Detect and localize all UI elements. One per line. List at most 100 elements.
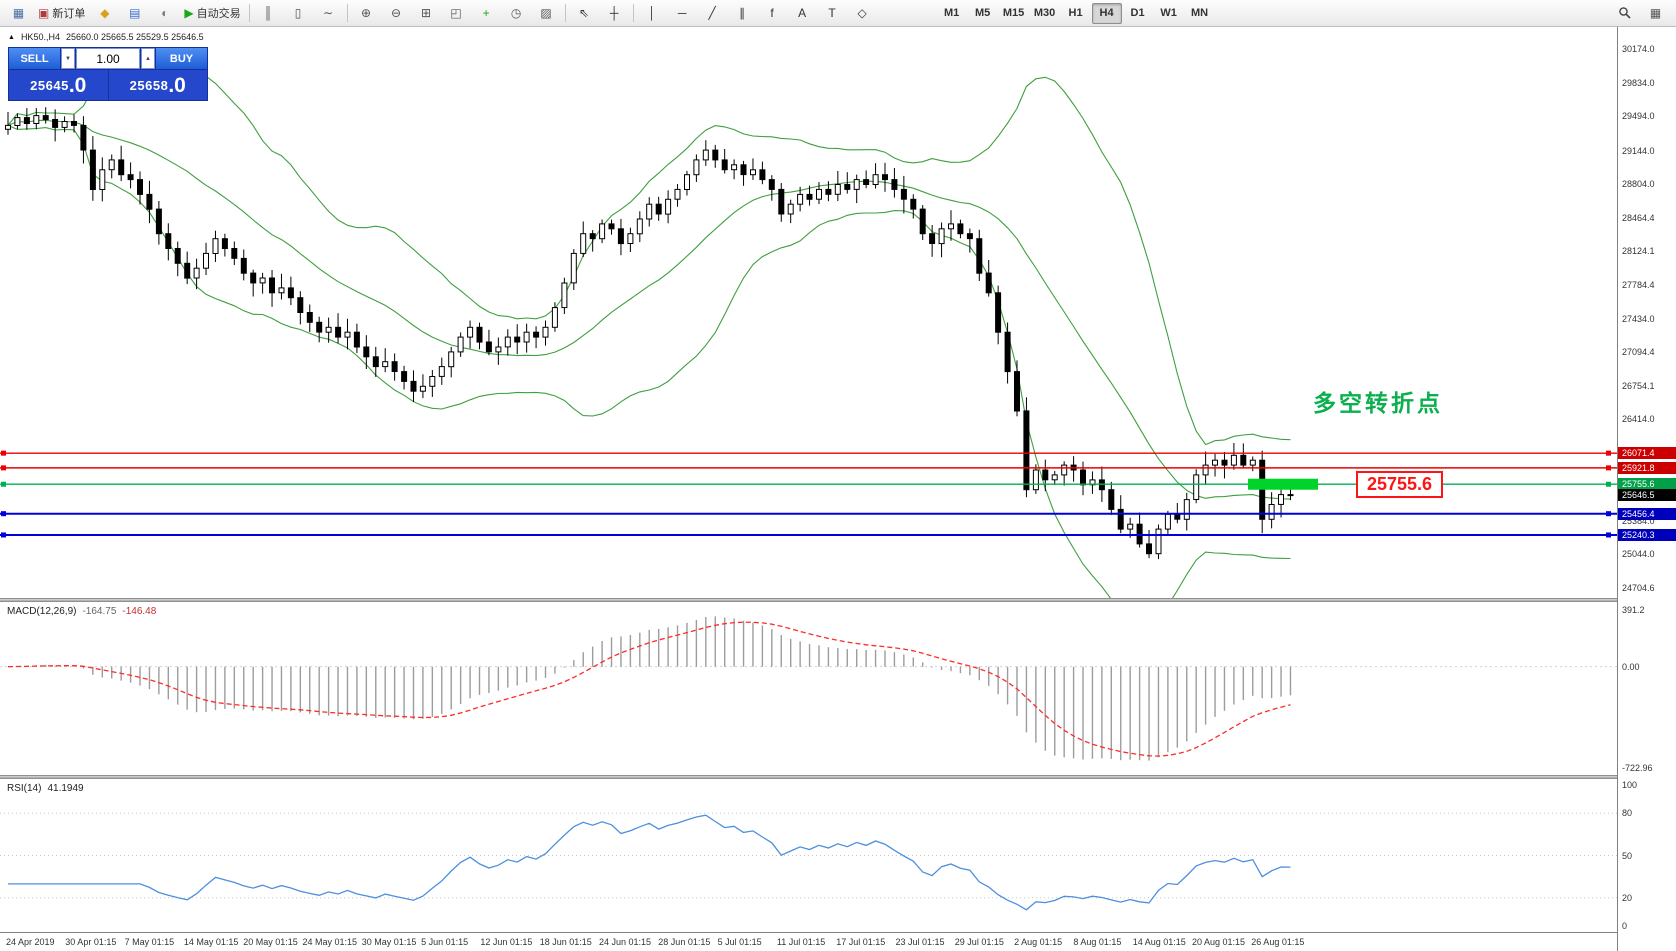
- time-axis-label: 12 Jun 01:15: [480, 937, 533, 947]
- axis-price-label: 27784.4: [1622, 279, 1655, 290]
- timeframe-h1[interactable]: H1: [1061, 3, 1091, 24]
- time-axis[interactable]: 24 Apr 2019 30 Apr 01:15 7 May 01:15 14 May…: [0, 932, 1617, 951]
- lot-size-input[interactable]: [76, 48, 140, 69]
- toolbar-separator: [346, 4, 348, 22]
- new-chart-icon: ▦: [12, 6, 25, 20]
- data-window-icon: ◐: [161, 6, 169, 20]
- ask-price-display[interactable]: 25658.0: [108, 70, 207, 100]
- text-button[interactable]: A: [788, 2, 817, 25]
- ohlc-values: 25660.0 25665.5 25529.5 25646.5: [65, 32, 204, 42]
- axis-price-label: 80: [1622, 808, 1633, 819]
- arrows-button[interactable]: ◇: [848, 2, 877, 25]
- one-click-trade-panel: SELL ▼ ▲ BUY 25645.0 25658.0: [8, 47, 208, 101]
- vertical-line-button[interactable]: │: [638, 2, 667, 25]
- timeframe-h1-label: H1: [1068, 7, 1083, 19]
- price-marker-label: 25646.5: [1618, 488, 1676, 501]
- timeframe-m30[interactable]: M30: [1030, 3, 1060, 24]
- text-label-button[interactable]: T: [818, 2, 847, 25]
- toolbar-separator: [632, 4, 634, 22]
- cursor-button[interactable]: ⇖: [570, 2, 599, 25]
- fibonacci-button[interactable]: f: [758, 2, 787, 25]
- time-axis-label: 2 Aug 01:15: [1014, 937, 1063, 947]
- templates-icon: ▨: [540, 6, 552, 20]
- zoom-out-button[interactable]: ⊖: [382, 2, 411, 25]
- trendline-icon: ╱: [708, 6, 716, 20]
- timeframe-m15[interactable]: M15: [999, 3, 1029, 24]
- price-chart-canvas[interactable]: [0, 27, 1617, 598]
- line-chart-icon: ∼: [323, 6, 334, 20]
- tile-windows-icon: ⊞: [421, 6, 432, 20]
- time-axis-label: 24 Jun 01:15: [599, 937, 652, 947]
- macd-value: -164.75: [82, 606, 117, 617]
- time-axis-label: 14 May 01:15: [183, 937, 239, 947]
- rsi-canvas[interactable]: [0, 779, 1617, 932]
- time-axis-label: 5 Jun 01:15: [421, 937, 469, 947]
- timeframe-d1[interactable]: D1: [1123, 3, 1153, 24]
- horizontal-line-25921.8[interactable]: [0, 465, 1617, 471]
- market-watch-button[interactable]: ▤: [120, 2, 149, 25]
- tile-windows-button[interactable]: ⊞: [412, 2, 441, 25]
- timeframe-w1[interactable]: W1: [1154, 3, 1184, 24]
- bar-chart-button[interactable]: ║: [254, 2, 283, 25]
- main-chart-panel[interactable]: ▲ HK50.,H4 25660.0 25665.5 25529.5 25646…: [0, 27, 1617, 598]
- horizontal-line-25755.6[interactable]: [0, 481, 1617, 487]
- rsi-panel[interactable]: RSI(14) 41.1949: [0, 779, 1617, 932]
- trendline-button[interactable]: ╱: [698, 2, 727, 25]
- price-axis[interactable]: 30174.0 29834.0 29494.0 29144.0 28804.0 28464…: [1617, 27, 1676, 951]
- buy-button[interactable]: BUY: [156, 48, 207, 69]
- lot-increase-button[interactable]: ▲: [141, 48, 155, 69]
- auto-trading-button[interactable]: ▶ 自动交易: [180, 2, 244, 25]
- zoom-in-button[interactable]: ⊕: [352, 2, 381, 25]
- bid-price-display[interactable]: 25645.0: [9, 70, 108, 100]
- timeframe-m15-label: M15: [1002, 7, 1025, 19]
- indicators-button[interactable]: +: [472, 2, 501, 25]
- timeframe-mn[interactable]: MN: [1185, 3, 1215, 24]
- horizontal-line-25240.3[interactable]: [0, 532, 1617, 538]
- new-chart-button[interactable]: ▦: [4, 2, 33, 25]
- macd-canvas[interactable]: [0, 602, 1617, 775]
- bar-chart-icon: ║: [263, 6, 273, 20]
- sell-button[interactable]: SELL: [9, 48, 60, 69]
- turning-point-annotation[interactable]: 多空转折点: [1313, 390, 1443, 417]
- timeframe-h4[interactable]: H4: [1091, 2, 1122, 24]
- timeframe-m1[interactable]: M1: [937, 3, 967, 24]
- toolbar-separator: [564, 4, 566, 22]
- chart-profiles-button[interactable]: ◆: [90, 2, 119, 25]
- periods-button[interactable]: ◷: [502, 2, 531, 25]
- price-level-annotation[interactable]: 25755.6: [1356, 470, 1444, 498]
- collapse-panel-icon[interactable]: ▲: [8, 33, 15, 41]
- periods-icon: ◷: [510, 6, 522, 20]
- bollinger-bands: [7, 68, 1291, 598]
- crosshair-button[interactable]: ┼: [600, 2, 629, 25]
- axis-price-label: 0.00: [1622, 661, 1640, 672]
- templates-button[interactable]: ▨: [532, 2, 561, 25]
- timeframe-m5[interactable]: M5: [968, 3, 998, 24]
- text-icon: A: [798, 6, 807, 20]
- search-button[interactable]: [1610, 2, 1639, 25]
- axis-price-label: 28804.0: [1622, 179, 1655, 190]
- zoom-in-icon: ⊕: [361, 6, 372, 20]
- time-axis-label: 24 Apr 2019: [6, 937, 55, 947]
- line-chart-button[interactable]: ∼: [314, 2, 343, 25]
- macd-panel[interactable]: MACD(12,26,9) -164.75 -146.48: [0, 602, 1617, 775]
- time-axis-label: 20 May 01:15: [243, 937, 298, 947]
- new-order-button[interactable]: ▣ 新订单: [34, 2, 89, 25]
- price-marker-label: 26071.4: [1618, 447, 1676, 460]
- candlestick-chart-button[interactable]: ▯: [284, 2, 313, 25]
- window-layout-button[interactable]: ▦: [1641, 2, 1670, 25]
- highlight-band[interactable]: [1248, 478, 1318, 490]
- time-axis-label: 23 Jul 01:15: [895, 937, 945, 947]
- horizontal-line-button[interactable]: ─: [668, 2, 697, 25]
- equidistant-channel-button[interactable]: ∥: [728, 2, 757, 25]
- time-axis-label: 17 Jul 01:15: [836, 937, 886, 947]
- panel-splitter[interactable]: [0, 598, 1676, 602]
- time-axis-label: 7 May 01:15: [124, 937, 175, 947]
- data-window-button[interactable]: ◐: [150, 2, 179, 25]
- horizontal-line-26071.4[interactable]: [0, 450, 1617, 456]
- horizontal-line-25456.4[interactable]: [0, 511, 1617, 517]
- panel-splitter[interactable]: [0, 775, 1676, 779]
- cascade-windows-button[interactable]: ◰: [442, 2, 471, 25]
- lot-decrease-button[interactable]: ▼: [61, 48, 75, 69]
- axis-price-label: 25044.0: [1622, 549, 1655, 560]
- cascade-windows-icon: ◰: [450, 6, 462, 20]
